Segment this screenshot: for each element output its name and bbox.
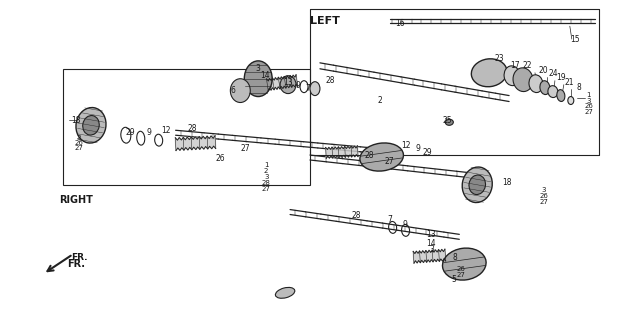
Text: 28: 28	[188, 124, 197, 133]
Text: 26: 26	[539, 193, 549, 199]
Text: 3: 3	[429, 245, 434, 254]
Text: 20: 20	[538, 66, 548, 75]
Text: 28: 28	[325, 76, 334, 85]
Ellipse shape	[504, 66, 520, 86]
Ellipse shape	[230, 79, 251, 102]
Ellipse shape	[471, 59, 507, 87]
Ellipse shape	[513, 68, 533, 92]
Text: 23: 23	[494, 54, 504, 63]
Text: 3: 3	[77, 135, 81, 141]
Text: 13: 13	[426, 230, 436, 239]
Polygon shape	[267, 75, 298, 91]
Ellipse shape	[442, 248, 486, 280]
Text: 27: 27	[75, 145, 83, 151]
Text: 24: 24	[548, 69, 558, 78]
Text: 7: 7	[305, 84, 310, 93]
Ellipse shape	[445, 119, 453, 125]
Bar	[310, 9, 598, 155]
Text: 26: 26	[75, 140, 83, 146]
Text: 12: 12	[161, 126, 170, 135]
Polygon shape	[175, 136, 216, 151]
Text: 19: 19	[556, 73, 566, 82]
Ellipse shape	[76, 108, 106, 143]
Text: 27: 27	[262, 186, 271, 192]
Ellipse shape	[310, 82, 320, 96]
Polygon shape	[326, 146, 358, 158]
Text: 27: 27	[457, 272, 466, 278]
Text: 17: 17	[510, 61, 520, 70]
Text: 2: 2	[264, 168, 268, 174]
Text: FR.: FR.	[71, 253, 87, 262]
Text: 26: 26	[457, 266, 466, 272]
Ellipse shape	[360, 143, 404, 171]
Text: 22: 22	[522, 61, 532, 70]
Text: 8: 8	[576, 83, 581, 92]
Ellipse shape	[529, 75, 543, 92]
Text: 26: 26	[215, 154, 225, 163]
Ellipse shape	[280, 76, 296, 93]
Ellipse shape	[568, 97, 574, 105]
Text: 26: 26	[584, 103, 593, 109]
Text: 27: 27	[241, 144, 250, 153]
Text: 9: 9	[296, 81, 300, 90]
Text: 18: 18	[72, 116, 81, 125]
Text: 25: 25	[442, 116, 452, 125]
Text: 3: 3	[587, 98, 591, 104]
Text: 29: 29	[423, 148, 433, 156]
Text: 16: 16	[395, 19, 404, 28]
Text: 14: 14	[260, 71, 270, 80]
Text: 5: 5	[451, 276, 456, 284]
Text: 27: 27	[584, 109, 593, 116]
Polygon shape	[413, 249, 445, 263]
Text: 28: 28	[365, 150, 375, 160]
Text: 14: 14	[426, 239, 436, 248]
Text: 2: 2	[378, 96, 382, 105]
Text: 27: 27	[539, 199, 549, 204]
Ellipse shape	[540, 81, 550, 94]
Text: LEFT: LEFT	[310, 16, 340, 26]
Text: 9: 9	[146, 128, 151, 137]
Text: 21: 21	[564, 78, 574, 87]
Text: 13: 13	[283, 78, 293, 87]
Text: FR.: FR.	[67, 259, 85, 269]
Text: 7: 7	[387, 215, 392, 224]
Text: 3: 3	[256, 64, 260, 73]
Text: 28: 28	[262, 180, 271, 186]
Text: RIGHT: RIGHT	[59, 195, 93, 205]
Text: 15: 15	[570, 35, 579, 44]
Bar	[63, 69, 310, 185]
Ellipse shape	[469, 175, 486, 195]
Ellipse shape	[462, 167, 492, 203]
Text: 1: 1	[264, 162, 268, 168]
Ellipse shape	[83, 116, 99, 135]
Text: 3: 3	[542, 187, 546, 193]
Text: 18: 18	[502, 178, 512, 187]
Text: 29: 29	[126, 128, 136, 137]
Ellipse shape	[275, 287, 295, 298]
Text: 6: 6	[231, 86, 236, 95]
Text: 27: 27	[385, 157, 394, 166]
Text: 1: 1	[587, 92, 591, 98]
Ellipse shape	[548, 86, 558, 98]
Text: 8: 8	[453, 253, 458, 262]
Ellipse shape	[244, 61, 272, 97]
Text: 28: 28	[351, 211, 360, 220]
Text: 9: 9	[402, 220, 407, 229]
Text: 12: 12	[401, 140, 410, 150]
Text: 9: 9	[415, 144, 420, 153]
Text: 3: 3	[264, 174, 268, 180]
Ellipse shape	[557, 90, 565, 101]
